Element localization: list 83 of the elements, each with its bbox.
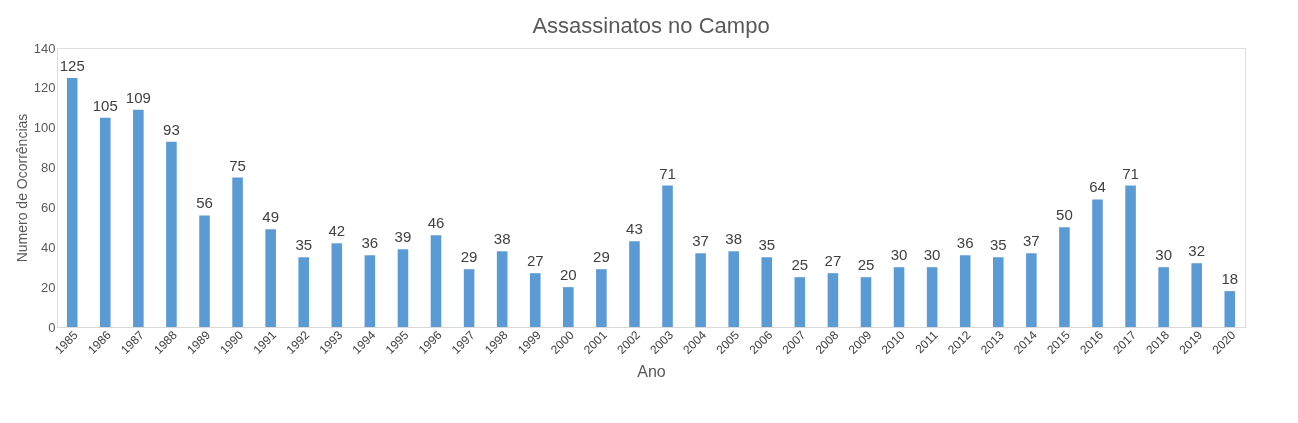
bar bbox=[133, 109, 144, 327]
data-label: 71 bbox=[1122, 164, 1139, 182]
data-label: 30 bbox=[1155, 246, 1172, 264]
y-tick-label: 20 bbox=[41, 279, 56, 295]
bar bbox=[265, 229, 276, 327]
bar bbox=[232, 177, 243, 327]
bar bbox=[100, 117, 111, 327]
data-label: 29 bbox=[593, 248, 610, 266]
data-label: 39 bbox=[394, 228, 412, 246]
bar bbox=[430, 235, 442, 327]
bar bbox=[827, 273, 839, 327]
bar bbox=[860, 277, 872, 327]
bar bbox=[662, 185, 673, 327]
bar bbox=[1224, 291, 1236, 327]
data-label: 125 bbox=[59, 56, 85, 74]
data-label: 27 bbox=[526, 252, 544, 270]
bar bbox=[728, 251, 739, 327]
data-label: 36 bbox=[361, 234, 379, 252]
bar bbox=[596, 269, 607, 327]
data-label: 50 bbox=[1056, 206, 1073, 224]
data-label: 32 bbox=[1188, 242, 1206, 260]
bar bbox=[1125, 185, 1136, 327]
data-label: 18 bbox=[1221, 270, 1239, 288]
y-tick-label: 60 bbox=[41, 199, 56, 215]
data-label: 29 bbox=[460, 248, 478, 266]
bar bbox=[959, 255, 971, 327]
data-label: 46 bbox=[427, 214, 445, 232]
bar bbox=[1059, 227, 1070, 327]
bar bbox=[926, 267, 938, 327]
data-label: 27 bbox=[824, 252, 842, 270]
bar bbox=[992, 257, 1004, 327]
data-label: 42 bbox=[328, 222, 346, 240]
data-label: 109 bbox=[125, 88, 151, 106]
y-tick-label: 140 bbox=[33, 40, 56, 56]
bar bbox=[529, 273, 541, 327]
bar bbox=[695, 253, 706, 327]
data-label: 35 bbox=[989, 236, 1007, 254]
bar bbox=[463, 269, 475, 327]
bar bbox=[397, 249, 409, 327]
data-label: 20 bbox=[559, 266, 577, 284]
bar bbox=[893, 267, 905, 327]
bar bbox=[629, 241, 640, 327]
bar bbox=[563, 287, 574, 327]
bar bbox=[66, 77, 78, 327]
y-tick-label: 40 bbox=[41, 239, 56, 255]
data-label: 38 bbox=[493, 230, 511, 248]
bar bbox=[1158, 267, 1169, 327]
bar bbox=[761, 257, 773, 327]
chart-title: Assassinatos no Campo bbox=[532, 13, 770, 38]
y-axis-title: Numero de Ocorrências bbox=[13, 113, 30, 263]
data-label: 64 bbox=[1089, 178, 1106, 196]
data-label: 56 bbox=[196, 194, 213, 212]
data-label: 25 bbox=[857, 256, 875, 274]
data-label: 30 bbox=[923, 246, 941, 264]
bar bbox=[199, 215, 210, 327]
y-tick-label: 100 bbox=[33, 120, 56, 136]
x-axis-title: Ano bbox=[637, 363, 666, 381]
bar bbox=[364, 255, 376, 327]
bar bbox=[1026, 253, 1037, 327]
data-label: 38 bbox=[725, 230, 743, 248]
data-label: 49 bbox=[262, 208, 279, 226]
bar bbox=[794, 277, 806, 327]
data-label: 36 bbox=[956, 234, 974, 252]
bar bbox=[496, 251, 508, 327]
bar bbox=[166, 141, 177, 327]
data-label: 25 bbox=[791, 256, 809, 274]
y-tick-label: 0 bbox=[48, 319, 56, 335]
data-label: 30 bbox=[890, 246, 908, 264]
data-label: 75 bbox=[229, 156, 246, 174]
y-tick-label: 120 bbox=[33, 80, 56, 96]
data-label: 35 bbox=[758, 236, 776, 254]
bar bbox=[331, 243, 343, 327]
data-label: 93 bbox=[163, 120, 180, 138]
bar bbox=[1191, 263, 1202, 327]
data-label: 37 bbox=[692, 232, 709, 250]
bar bbox=[1092, 199, 1103, 327]
y-tick-label: 80 bbox=[41, 160, 56, 176]
bar bbox=[298, 257, 310, 327]
data-label: 37 bbox=[1023, 232, 1040, 250]
data-label: 105 bbox=[92, 96, 118, 114]
data-label: 35 bbox=[295, 236, 313, 254]
data-label: 43 bbox=[626, 220, 643, 238]
data-label: 71 bbox=[659, 164, 676, 182]
